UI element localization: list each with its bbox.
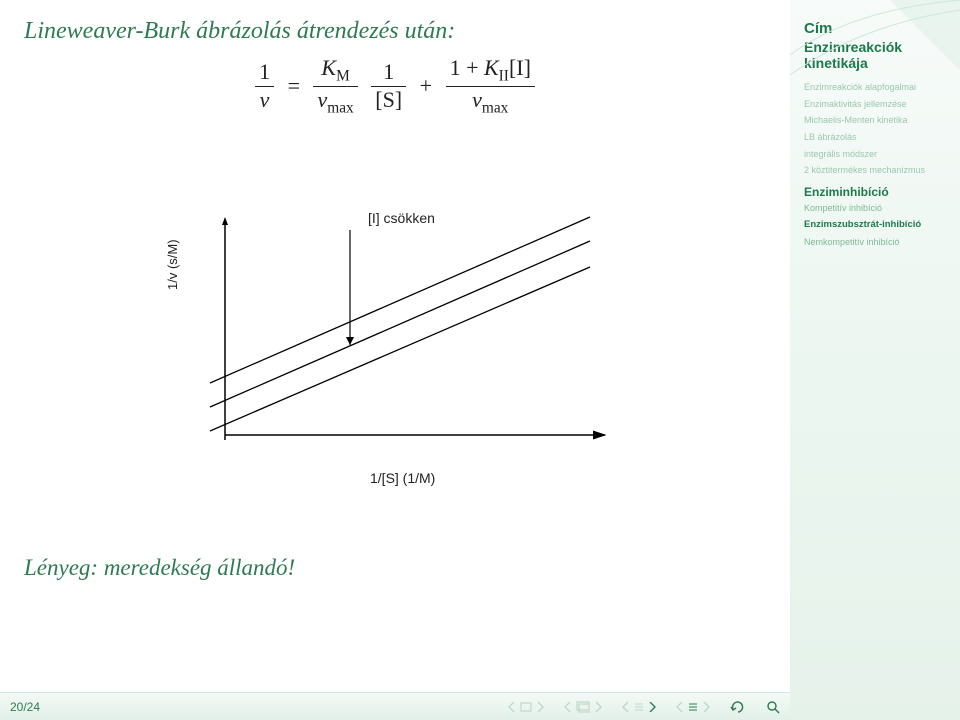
- eq-r3-max: max: [482, 99, 509, 116]
- sidebar-item[interactable]: Kompetitív inhibíció: [804, 202, 950, 215]
- sidebar-section-inhibition[interactable]: Enziminhibíció: [804, 185, 950, 199]
- outline-sidebar: Cím Enzimreakciók kinetikája Enzimreakci…: [790, 0, 960, 720]
- eq-r1-max: max: [327, 99, 354, 116]
- eq-lhs-num: 1: [255, 59, 274, 86]
- nav-prev-section[interactable]: [508, 702, 544, 712]
- eq-r3-II: II: [499, 67, 509, 84]
- plot-xlabel: 1/[S] (1/M): [370, 470, 435, 486]
- series-line: [210, 267, 590, 431]
- series-line: [210, 241, 590, 407]
- plot-svg: [195, 215, 615, 445]
- eq-lhs-den: v: [260, 87, 270, 112]
- nav-undo[interactable]: [730, 700, 746, 714]
- lineweaver-burk-plot: [195, 215, 615, 445]
- nav-prev-slide[interactable]: [564, 701, 602, 713]
- eq-r2-den: [S]: [371, 87, 406, 113]
- nav-controls: [508, 700, 780, 714]
- sidebar-item[interactable]: integrális módszer: [804, 148, 950, 161]
- slide-conclusion: Lényeg: meredekség állandó!: [24, 555, 295, 581]
- plot-series: [210, 217, 590, 431]
- eq-r1-M: M: [336, 67, 350, 84]
- annotation-arrowhead-icon: [346, 337, 354, 345]
- nav-forward[interactable]: [676, 702, 710, 712]
- eq-r1-v: v: [317, 87, 327, 112]
- plot-ylabel: 1/v (s/M): [165, 239, 180, 290]
- sidebar-item[interactable]: Enzimaktivitás jellemzése: [804, 98, 950, 111]
- nav-search[interactable]: [766, 700, 780, 714]
- eq-equals: =: [288, 73, 300, 99]
- equation: 1 v = KM vmax 1 [S] + 1 + KII[I] vmax: [24, 55, 766, 118]
- eq-r3-v: v: [472, 87, 482, 112]
- slide-title: Lineweaver-Burk ábrázolás átrendezés utá…: [24, 18, 766, 45]
- eq-r3-pre: 1 +: [450, 55, 484, 80]
- eq-r3-K: K: [484, 55, 499, 80]
- eq-r1-K: K: [321, 55, 336, 80]
- y-axis-arrow-icon: [222, 217, 228, 225]
- eq-r2-num: 1: [371, 59, 406, 86]
- page-counter: 20/24: [10, 700, 40, 714]
- series-line: [210, 217, 590, 383]
- slide-footer: 20/24: [0, 692, 790, 720]
- sidebar-item[interactable]: Enzimszubsztrát-inhibíció: [804, 218, 950, 231]
- sidebar-item[interactable]: 2 köztitermékes mechanizmus: [804, 164, 950, 177]
- sidebar-corner-decoration: [890, 0, 960, 70]
- sidebar-item[interactable]: Nemkompetitív inhibíció: [804, 236, 950, 249]
- sidebar-item[interactable]: LB ábrázolás: [804, 131, 950, 144]
- eq-plus: +: [420, 73, 432, 99]
- main-slide-area: Lineweaver-Burk ábrázolás átrendezés utá…: [0, 0, 790, 720]
- sidebar-item[interactable]: Enzimreakciók alapfogalmai: [804, 81, 950, 94]
- sidebar-item[interactable]: Michaelis-Menten kinetika: [804, 114, 950, 127]
- nav-back[interactable]: [622, 702, 656, 712]
- eq-r3-post: [I]: [509, 55, 531, 80]
